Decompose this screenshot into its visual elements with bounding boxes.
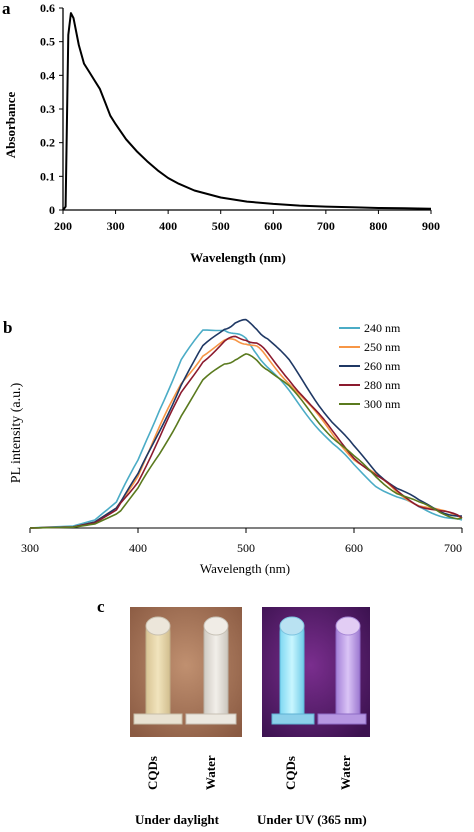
absorbance-line: [62, 12, 432, 211]
absorbance-x-tick-label: 700: [317, 219, 335, 233]
pl-series-line: [29, 329, 463, 529]
pl-legend-label: 280 nm: [364, 378, 401, 392]
chart-pl-intensity: b 300 400 500 600 700 240 nm 250 nm 260 nm 280 …: [3, 318, 463, 576]
panel-label-c: c: [97, 597, 105, 616]
absorbance-series: [62, 12, 432, 211]
photo-daylight: [130, 607, 242, 737]
photo-uv: [262, 607, 370, 737]
pl-x-tick-label: 700: [444, 541, 462, 555]
pl-series-line: [29, 335, 463, 529]
photo-panel: c: [97, 597, 370, 737]
absorbance-x-tick-label: 900: [422, 219, 440, 233]
absorbance-y-tick-label: 0.5: [40, 35, 55, 49]
absorbance-axes: [62, 8, 431, 211]
absorbance-y-axis-label: Absorbance: [3, 92, 18, 159]
tube-water-uv: [317, 616, 367, 725]
pl-series: [29, 318, 463, 529]
label-cqds-uv: CQDs: [283, 756, 298, 790]
absorbance-y-tick-label: 0.4: [40, 68, 55, 82]
tube-water-daylight: [185, 616, 237, 725]
pl-series-line: [29, 353, 463, 529]
pl-legend: 240 nm 250 nm 260 nm 280 nm 300 nm: [339, 321, 401, 411]
pl-x-tick-label: 500: [237, 541, 255, 555]
absorbance-x-tick-label: 800: [369, 219, 387, 233]
absorbance-y-tick-label: 0.2: [40, 136, 55, 150]
absorbance-x-tick-label: 400: [159, 219, 177, 233]
panel-label-b: b: [3, 318, 12, 337]
caption-daylight: Under daylight: [135, 812, 219, 827]
tube-cqds-daylight: [133, 616, 183, 725]
absorbance-y-tick-label: 0.6: [40, 1, 55, 15]
label-water-daylight: Water: [203, 755, 218, 790]
pl-legend-label: 250 nm: [364, 340, 401, 354]
absorbance-y-tick-label: 0.3: [40, 102, 55, 116]
absorbance-ticks: 200 300 400 500 600 700 800 900 0 0.1 0.2 0.3 0.4 0.5…: [40, 1, 440, 233]
absorbance-x-tick-label: 600: [264, 219, 282, 233]
absorbance-y-tick-label: 0.1: [40, 169, 55, 183]
absorbance-x-tick-label: 300: [107, 219, 125, 233]
pl-y-axis-label: PL intensity (a.u.): [9, 382, 24, 483]
pl-x-tick-label: 400: [129, 541, 147, 555]
panel-label-a: a: [2, 0, 11, 18]
absorbance-y-tick-label: 0: [49, 203, 55, 217]
pl-legend-label: 260 nm: [364, 359, 401, 373]
label-cqds-daylight: CQDs: [145, 756, 160, 790]
label-water-uv: Water: [338, 755, 353, 790]
chart-absorbance: a 200 300 400 500 600 700 800 900 0 0.1 0.2 0.3 0.4 0…: [2, 0, 440, 265]
pl-x-axis-label: Wavelength (nm): [200, 561, 290, 576]
pl-legend-label: 300 nm: [364, 397, 401, 411]
pl-ticks: 300 400 500 600 700: [21, 528, 463, 555]
tube-cqds-uv: [271, 616, 315, 725]
absorbance-x-tick-label: 200: [54, 219, 72, 233]
pl-x-tick-label: 600: [345, 541, 363, 555]
pl-legend-label: 240 nm: [364, 321, 401, 335]
absorbance-x-axis-label: Wavelength (nm): [190, 250, 286, 265]
pl-x-tick-label: 300: [21, 541, 39, 555]
absorbance-x-tick-label: 500: [212, 219, 230, 233]
caption-uv: Under UV (365 nm): [257, 812, 367, 827]
